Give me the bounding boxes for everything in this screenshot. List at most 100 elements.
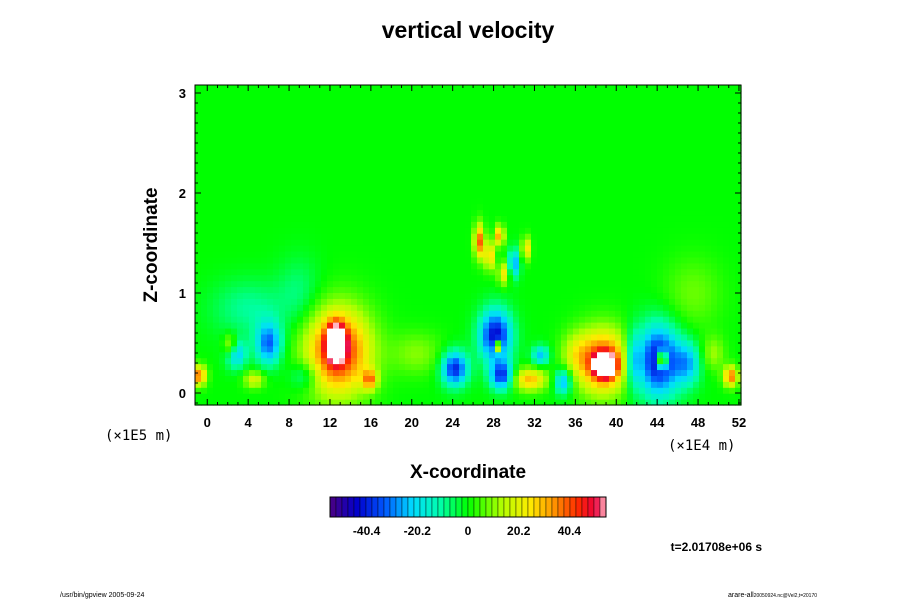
heatmap-cell	[465, 114, 472, 122]
heatmap-cell	[255, 345, 262, 353]
heatmap-cell	[405, 280, 412, 288]
heatmap-cell	[615, 150, 622, 157]
heatmap-cell	[531, 375, 538, 382]
heatmap-cell	[627, 191, 634, 199]
heatmap-cell	[201, 96, 208, 104]
heatmap-cell	[273, 179, 280, 187]
heatmap-cell	[525, 156, 532, 163]
heatmap-cell	[477, 114, 484, 122]
heatmap-cell	[363, 280, 370, 288]
heatmap-cell	[201, 120, 208, 128]
heatmap-cell	[633, 357, 640, 365]
heatmap-cell	[639, 126, 646, 134]
heatmap-cell	[351, 150, 358, 157]
heatmap-cell	[309, 345, 316, 353]
heatmap-cell	[585, 375, 592, 382]
heatmap-cell	[195, 203, 202, 211]
heatmap-cell	[651, 227, 658, 234]
heatmap-cell	[663, 90, 670, 98]
heatmap-cell	[501, 239, 508, 246]
heatmap-cell	[285, 156, 292, 163]
heatmap-cell	[459, 102, 466, 110]
heatmap-cell	[447, 162, 454, 169]
heatmap-cell	[291, 191, 298, 199]
heatmap-cell	[327, 167, 334, 175]
heatmap-cell	[429, 262, 436, 270]
heatmap-cell	[657, 310, 664, 317]
heatmap-cell	[363, 96, 370, 104]
heatmap-cell	[195, 339, 202, 347]
heatmap-cell	[555, 363, 562, 371]
heatmap-cell	[489, 399, 496, 406]
heatmap-cell	[663, 203, 670, 211]
heatmap-cell	[327, 138, 334, 145]
heatmap-cell	[717, 120, 724, 128]
heatmap-cell	[375, 387, 382, 394]
heatmap-cell	[717, 96, 724, 104]
heatmap-cell	[699, 167, 706, 175]
heatmap-cell	[525, 250, 532, 258]
heatmap-cell	[495, 345, 502, 353]
heatmap-cell	[573, 120, 580, 128]
heatmap-cell	[465, 316, 472, 323]
heatmap-cell	[675, 96, 682, 104]
heatmap-cell	[447, 399, 454, 406]
heatmap-cell	[543, 90, 550, 98]
heatmap-cell	[291, 316, 298, 323]
heatmap-cell	[549, 310, 556, 317]
heatmap-cell	[339, 250, 346, 258]
heatmap-cell	[663, 209, 670, 216]
heatmap-cell	[195, 292, 202, 299]
heatmap-cell	[735, 375, 742, 382]
heatmap-cell	[411, 239, 418, 246]
heatmap-cell	[645, 96, 652, 104]
heatmap-cell	[345, 108, 352, 116]
heatmap-cell	[381, 322, 388, 329]
heatmap-cell	[273, 173, 280, 181]
heatmap-cell	[291, 322, 298, 329]
heatmap-cell	[309, 375, 316, 382]
heatmap-cell	[327, 322, 334, 329]
heatmap-cell	[207, 357, 214, 365]
heatmap-cell	[471, 108, 478, 116]
heatmap-cell	[447, 85, 454, 92]
heatmap-cell	[351, 333, 358, 341]
heatmap-cell	[213, 102, 220, 110]
heatmap-cell	[339, 156, 346, 163]
heatmap-cell	[531, 351, 538, 359]
heatmap-cell	[621, 162, 628, 169]
heatmap-cell	[297, 96, 304, 104]
heatmap-cell	[237, 399, 244, 406]
heatmap-cell	[195, 215, 202, 222]
heatmap-cell	[615, 262, 622, 270]
heatmap-cell	[687, 203, 694, 211]
heatmap-cell	[591, 191, 598, 199]
heatmap-cell	[555, 310, 562, 317]
heatmap-cell	[675, 256, 682, 264]
heatmap-cell	[357, 393, 364, 400]
heatmap-cell	[531, 333, 538, 341]
heatmap-cell	[435, 298, 442, 305]
heatmap-cell	[585, 339, 592, 347]
heatmap-cell	[327, 245, 334, 252]
heatmap-cell	[207, 185, 214, 193]
heatmap-cell	[591, 215, 598, 222]
heatmap-cell	[567, 191, 574, 199]
heatmap-cell	[381, 191, 388, 199]
heatmap-cell	[651, 310, 658, 317]
heatmap-cell	[315, 90, 322, 98]
heatmap-cell	[327, 381, 334, 388]
heatmap-cell	[501, 357, 508, 365]
heatmap-cell	[585, 197, 592, 205]
heatmap-cell	[237, 345, 244, 353]
heatmap-cell	[609, 215, 616, 222]
heatmap-cell	[687, 369, 694, 376]
heatmap-cell	[495, 274, 502, 282]
heatmap-cell	[609, 209, 616, 216]
heatmap-cell	[441, 96, 448, 104]
heatmap-cell	[327, 197, 334, 205]
heatmap-cell	[543, 381, 550, 388]
heatmap-cell	[639, 233, 646, 240]
heatmap-cell	[441, 351, 448, 359]
heatmap-cell	[657, 387, 664, 394]
